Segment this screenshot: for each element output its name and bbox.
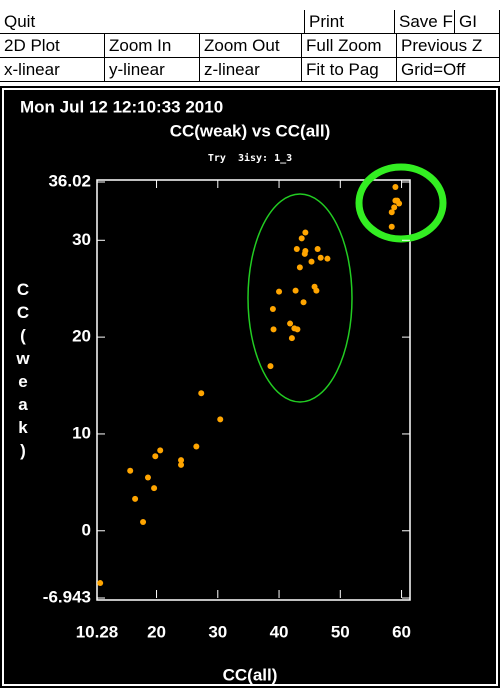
point — [198, 390, 205, 397]
y-tick-label: 10 — [72, 423, 91, 442]
toolbar-button[interactable]: Fit to Pag — [302, 58, 397, 82]
point — [217, 416, 224, 423]
y-tick-label: 36.02 — [48, 171, 91, 190]
point — [293, 246, 300, 253]
point — [298, 235, 305, 242]
annotation-ellipse — [247, 193, 353, 403]
point — [317, 254, 324, 261]
point — [178, 461, 185, 468]
point — [178, 457, 185, 464]
point — [144, 474, 151, 481]
chart-title: CC(weak) vs CC(all) — [170, 121, 331, 140]
point — [296, 264, 303, 271]
point — [152, 453, 159, 460]
point — [269, 306, 276, 313]
annotation-circle — [355, 163, 447, 243]
point — [388, 223, 395, 230]
point — [270, 326, 277, 333]
toolbar-button[interactable]: Zoom Out — [200, 34, 302, 58]
toolbar-button[interactable]: 2D Plot — [0, 34, 105, 58]
y-tick-label: -6.943 — [43, 587, 91, 606]
x-axis-label: CC(all) — [223, 665, 278, 684]
point — [97, 580, 104, 587]
point — [292, 287, 299, 294]
point — [157, 447, 164, 454]
y-tick-label: 30 — [72, 230, 91, 249]
point — [302, 229, 309, 236]
toolbar-button[interactable]: Print — [305, 10, 395, 34]
toolbar-button[interactable]: y-linear — [105, 58, 200, 82]
y-axis-label: CC(weak) — [14, 280, 33, 464]
point — [132, 495, 139, 502]
x-tick-label: 20 — [147, 622, 166, 641]
point — [396, 200, 403, 207]
x-tick-label: 30 — [208, 622, 227, 641]
y-tick-label: 20 — [72, 327, 91, 346]
point — [287, 320, 294, 327]
toolbar-button[interactable]: x-linear — [0, 58, 105, 82]
point — [392, 184, 399, 191]
point — [267, 363, 274, 370]
date: Mon Jul 12 12:10:33 2010 — [20, 97, 223, 116]
point — [324, 255, 331, 262]
y-tick-label: 0 — [82, 520, 91, 539]
x-tick-label: 40 — [270, 622, 289, 641]
point — [313, 287, 320, 294]
point — [140, 519, 147, 526]
point — [388, 209, 395, 216]
toolbar-button[interactable]: Zoom In — [105, 34, 200, 58]
panel-frame — [2, 88, 498, 686]
toolbar-button[interactable]: z-linear — [200, 58, 302, 82]
plot-frame — [96, 179, 411, 601]
x-tick-label: 50 — [331, 622, 350, 641]
toolbar-button[interactable]: Full Zoom — [302, 34, 397, 58]
point — [151, 485, 158, 492]
point — [288, 335, 295, 342]
x-tick-label: 10.28 — [76, 622, 119, 641]
toolbar-button[interactable]: Save F — [395, 10, 455, 34]
toolbar-button[interactable]: Quit — [0, 10, 305, 34]
x-tick-label: 60 — [392, 622, 411, 641]
toolbar: Quit Print Save F GI 2D Plot Zoom In Zoom Out F… — [0, 0, 500, 86]
point — [302, 247, 309, 254]
chart-subtitle: Try 3isy: 1_3 — [208, 152, 292, 164]
point — [314, 246, 321, 253]
point — [276, 288, 283, 295]
point — [294, 326, 301, 333]
point — [300, 299, 307, 306]
point — [391, 204, 398, 211]
point — [308, 258, 315, 265]
point — [193, 443, 200, 450]
point — [127, 467, 134, 474]
